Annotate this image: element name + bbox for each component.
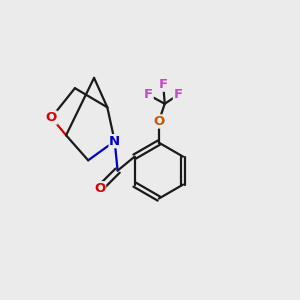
Text: F: F: [173, 88, 182, 101]
Text: F: F: [144, 88, 153, 101]
Text: O: O: [94, 182, 106, 195]
Text: F: F: [159, 78, 168, 91]
Text: O: O: [46, 111, 57, 124]
Text: O: O: [153, 115, 164, 128]
Text: N: N: [109, 135, 120, 148]
